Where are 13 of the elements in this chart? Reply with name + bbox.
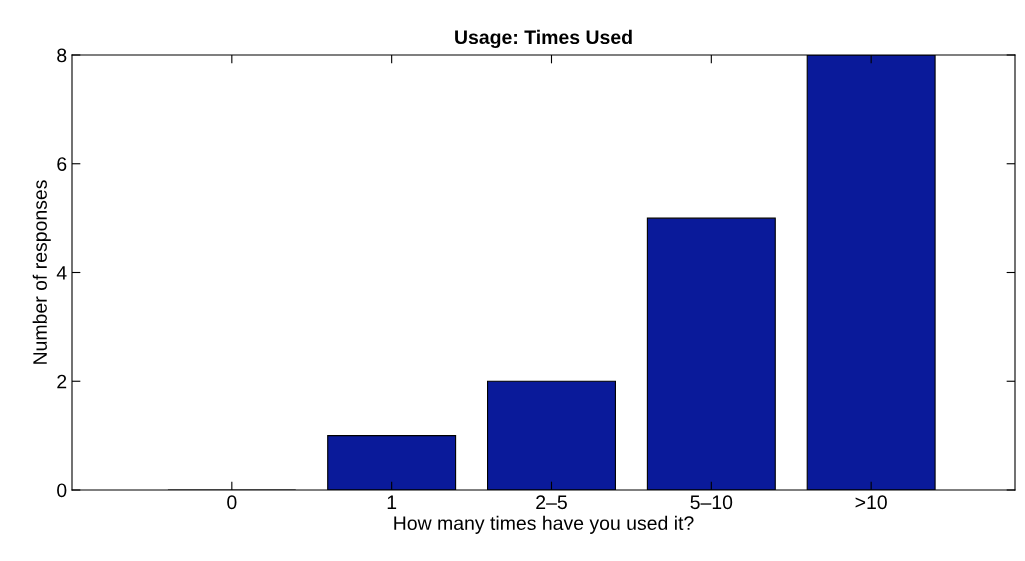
x-tick-label: >10 — [855, 495, 887, 510]
y-tick-label: 0 — [57, 483, 67, 498]
y-tick-label: 6 — [57, 157, 67, 171]
y-tick-label: 8 — [57, 48, 67, 63]
y-axis-title: Number of responses — [32, 180, 51, 364]
chart-title: Usage: Times Used — [455, 29, 632, 49]
y-tick-label: 4 — [56, 266, 67, 280]
x-axis-title: How many times have you used it? — [394, 515, 694, 534]
x-tick-label: 1 — [387, 495, 397, 509]
x-tick-label: 0 — [227, 495, 237, 510]
x-tick-label: 2–5 — [536, 495, 567, 510]
x-tick-label: 5–10 — [690, 495, 733, 510]
y-tick-label: 2 — [57, 374, 67, 389]
